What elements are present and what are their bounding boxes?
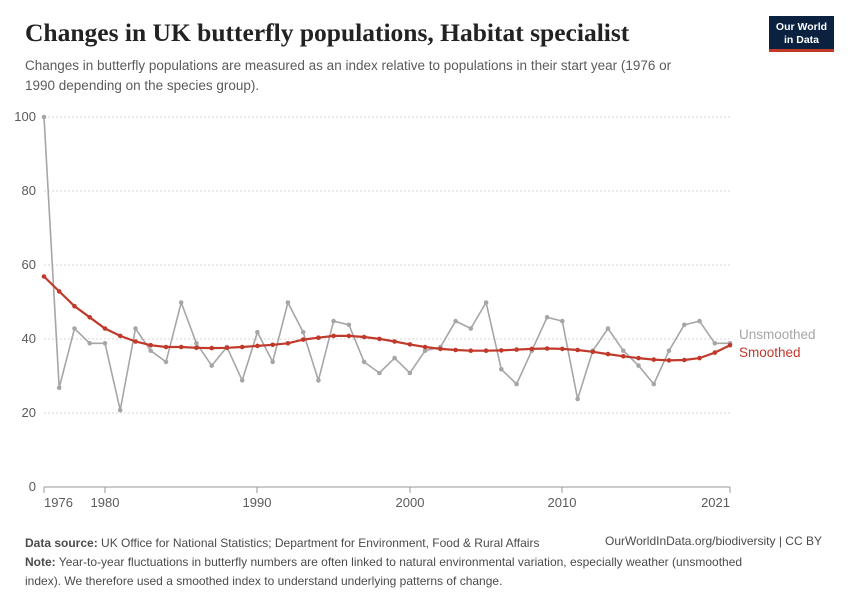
svg-text:1976: 1976 [44,495,73,510]
svg-text:100: 100 [14,109,36,124]
svg-text:1990: 1990 [243,495,272,510]
svg-text:2000: 2000 [396,495,425,510]
svg-text:0: 0 [29,479,36,494]
svg-text:60: 60 [22,257,36,272]
svg-text:2010: 2010 [548,495,577,510]
svg-text:40: 40 [22,331,36,346]
svg-text:2021: 2021 [701,495,730,510]
svg-text:20: 20 [22,405,36,420]
svg-text:Unsmoothed: Unsmoothed [739,327,816,342]
svg-text:80: 80 [22,183,36,198]
svg-text:Smoothed: Smoothed [739,345,801,360]
svg-text:1980: 1980 [91,495,120,510]
